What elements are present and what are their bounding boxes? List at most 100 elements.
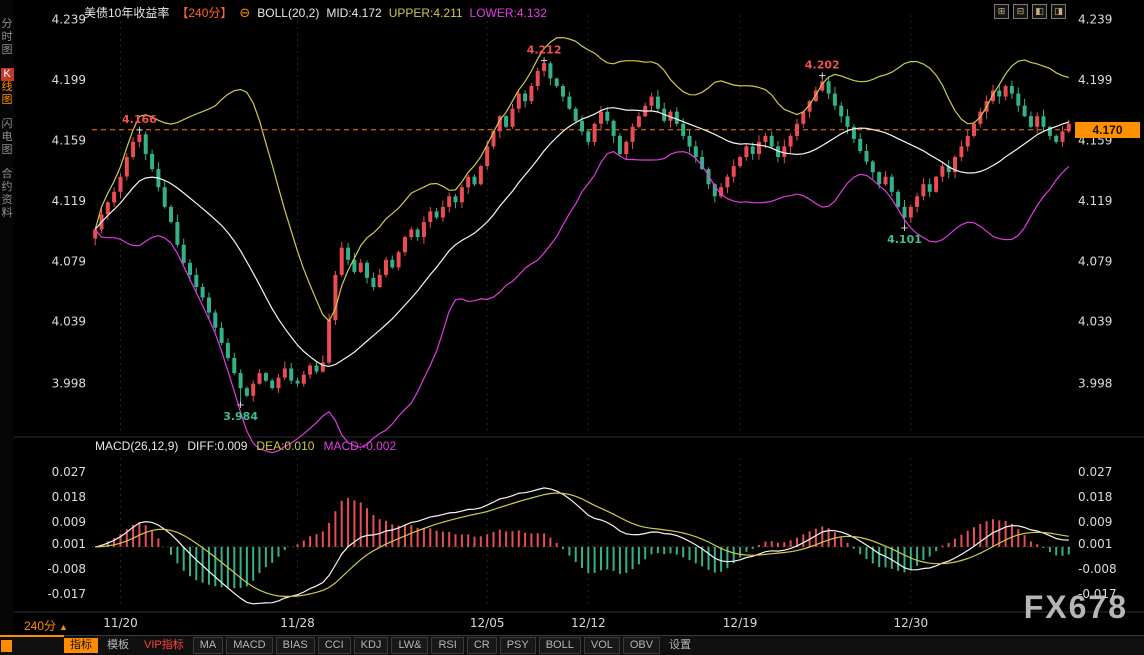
candle-body bbox=[877, 172, 881, 184]
candle-body bbox=[536, 71, 540, 86]
layout-quad-icon[interactable]: ⊞ bbox=[994, 4, 1009, 19]
candle-body bbox=[896, 192, 900, 207]
candle-body bbox=[112, 192, 116, 203]
annotation-marker: + bbox=[540, 55, 548, 66]
candle-body bbox=[340, 248, 344, 275]
macd-axis-label: -0.008 bbox=[1078, 562, 1117, 576]
candle-body bbox=[751, 146, 755, 154]
candle-body bbox=[593, 124, 597, 142]
toolbar-button-ma[interactable]: MA bbox=[193, 637, 224, 654]
trading-terminal: 11/2011/2812/0512/1212/1912/304.2394.239… bbox=[0, 0, 1144, 655]
candle-body bbox=[175, 222, 179, 245]
chart-canvas[interactable]: 11/2011/2812/0512/1212/1912/304.2394.239… bbox=[0, 0, 1144, 655]
toolbar-button-vol[interactable]: VOL bbox=[584, 637, 620, 654]
candle-body bbox=[903, 207, 907, 218]
candle-body bbox=[909, 207, 913, 218]
candle-body bbox=[839, 106, 843, 117]
layout-left-icon[interactable]: ◧ bbox=[1032, 4, 1047, 19]
macd-params-label: MACD(26,12,9) bbox=[95, 439, 178, 453]
candle-body bbox=[258, 373, 262, 384]
tab-time-chart[interactable]: 分时图 bbox=[1, 18, 14, 57]
candle-body bbox=[605, 112, 609, 121]
candle-body bbox=[1023, 106, 1027, 117]
candle-body bbox=[296, 381, 300, 384]
annotation-price-label: 4.166 bbox=[122, 113, 157, 126]
candle-body bbox=[397, 252, 401, 267]
indicator-toolbar: 指标模板VIP指标MAMACDBIASCCIKDJLW&RSICRPSYBOLL… bbox=[0, 635, 1144, 655]
tab-contract-info[interactable]: 合约资料 bbox=[1, 168, 14, 220]
price-axis-label: 4.039 bbox=[52, 315, 86, 329]
candle-body bbox=[106, 202, 110, 214]
candle-body bbox=[1010, 86, 1014, 94]
candle-body bbox=[232, 358, 236, 373]
x-axis-label: 12/12 bbox=[571, 616, 606, 630]
boll-upper-line bbox=[95, 38, 1069, 322]
candle-body bbox=[1042, 116, 1046, 127]
macd-axis-label: 0.009 bbox=[52, 515, 86, 529]
candle-body bbox=[466, 177, 470, 188]
candle-body bbox=[694, 146, 698, 157]
candle-body bbox=[315, 366, 319, 372]
candle-body bbox=[732, 166, 736, 177]
candle-body bbox=[409, 230, 413, 238]
candle-body bbox=[795, 124, 799, 136]
toolbar-button-kdj[interactable]: KDJ bbox=[354, 637, 389, 654]
candle-body bbox=[150, 154, 154, 169]
macd-axis-label: 0.027 bbox=[52, 465, 86, 479]
collapse-icon[interactable]: ⊖ bbox=[239, 5, 250, 21]
toolbar-button-indicators[interactable]: 指标 bbox=[64, 638, 98, 653]
candle-body bbox=[454, 196, 458, 202]
layout-right-icon[interactable]: ◨ bbox=[1051, 4, 1066, 19]
candle-body bbox=[599, 112, 603, 124]
toolbar-corner-icon[interactable] bbox=[1, 640, 12, 652]
toolbar-button-obv[interactable]: OBV bbox=[623, 637, 660, 654]
macd-axis-label: 0.001 bbox=[52, 537, 86, 551]
candle-body bbox=[1004, 86, 1008, 97]
candle-body bbox=[365, 263, 369, 278]
candle-body bbox=[1061, 131, 1065, 142]
candle-body bbox=[188, 263, 192, 275]
candle-body bbox=[201, 287, 205, 298]
candle-body bbox=[169, 207, 173, 222]
tab-flash-chart[interactable]: 闪电图 bbox=[1, 118, 14, 157]
toolbar-button-macd[interactable]: MACD bbox=[226, 637, 272, 654]
annotation-price-label: 4.101 bbox=[887, 233, 922, 246]
price-axis-label: 3.998 bbox=[52, 377, 86, 391]
chart-period-tag: 【240分】 bbox=[176, 4, 232, 21]
layout-dual-icon[interactable]: ⊟ bbox=[1013, 4, 1028, 19]
x-axis-label: 12/30 bbox=[894, 616, 929, 630]
candle-body bbox=[884, 177, 888, 185]
candle-body bbox=[251, 384, 255, 396]
annotation-price-label: 4.202 bbox=[805, 58, 840, 71]
candle-body bbox=[631, 127, 635, 142]
candle-body bbox=[574, 109, 578, 121]
toolbar-button-rsi[interactable]: RSI bbox=[431, 637, 463, 654]
candle-body bbox=[586, 131, 590, 142]
toolbar-button-templates[interactable]: 模板 bbox=[101, 638, 135, 653]
toolbar-button-boll[interactable]: BOLL bbox=[539, 637, 581, 654]
toolbar-button-bias[interactable]: BIAS bbox=[276, 637, 315, 654]
period-selector[interactable]: 240分▲ bbox=[24, 617, 68, 634]
toolbar-button-cci[interactable]: CCI bbox=[318, 637, 351, 654]
candle-body bbox=[517, 94, 521, 109]
candle-body bbox=[523, 94, 527, 102]
candle-body bbox=[504, 116, 508, 127]
chart-title: 美债10年收益率 bbox=[84, 4, 169, 21]
toolbar-button-psy[interactable]: PSY bbox=[500, 637, 536, 654]
tab-kline-chart[interactable]: K线图 bbox=[1, 68, 14, 107]
candle-body bbox=[308, 366, 312, 375]
candle-body bbox=[738, 157, 742, 166]
candle-body bbox=[131, 142, 135, 157]
candle-body bbox=[934, 177, 938, 192]
boll-upper-value: UPPER:4.211 bbox=[389, 6, 463, 20]
candle-body bbox=[846, 116, 850, 127]
candle-body bbox=[890, 177, 894, 192]
toolbar-button-settings[interactable]: 设置 bbox=[663, 638, 697, 653]
price-axis-label: 4.119 bbox=[52, 194, 86, 208]
toolbar-button-cr[interactable]: CR bbox=[467, 637, 497, 654]
macd-diff-value: DIFF:0.009 bbox=[187, 439, 247, 453]
candle-body bbox=[1035, 116, 1039, 127]
toolbar-button-lwr[interactable]: LW& bbox=[391, 637, 428, 654]
toolbar-button-vip-indicators[interactable]: VIP指标 bbox=[138, 638, 190, 653]
watermark: FX678 bbox=[1024, 589, 1128, 626]
